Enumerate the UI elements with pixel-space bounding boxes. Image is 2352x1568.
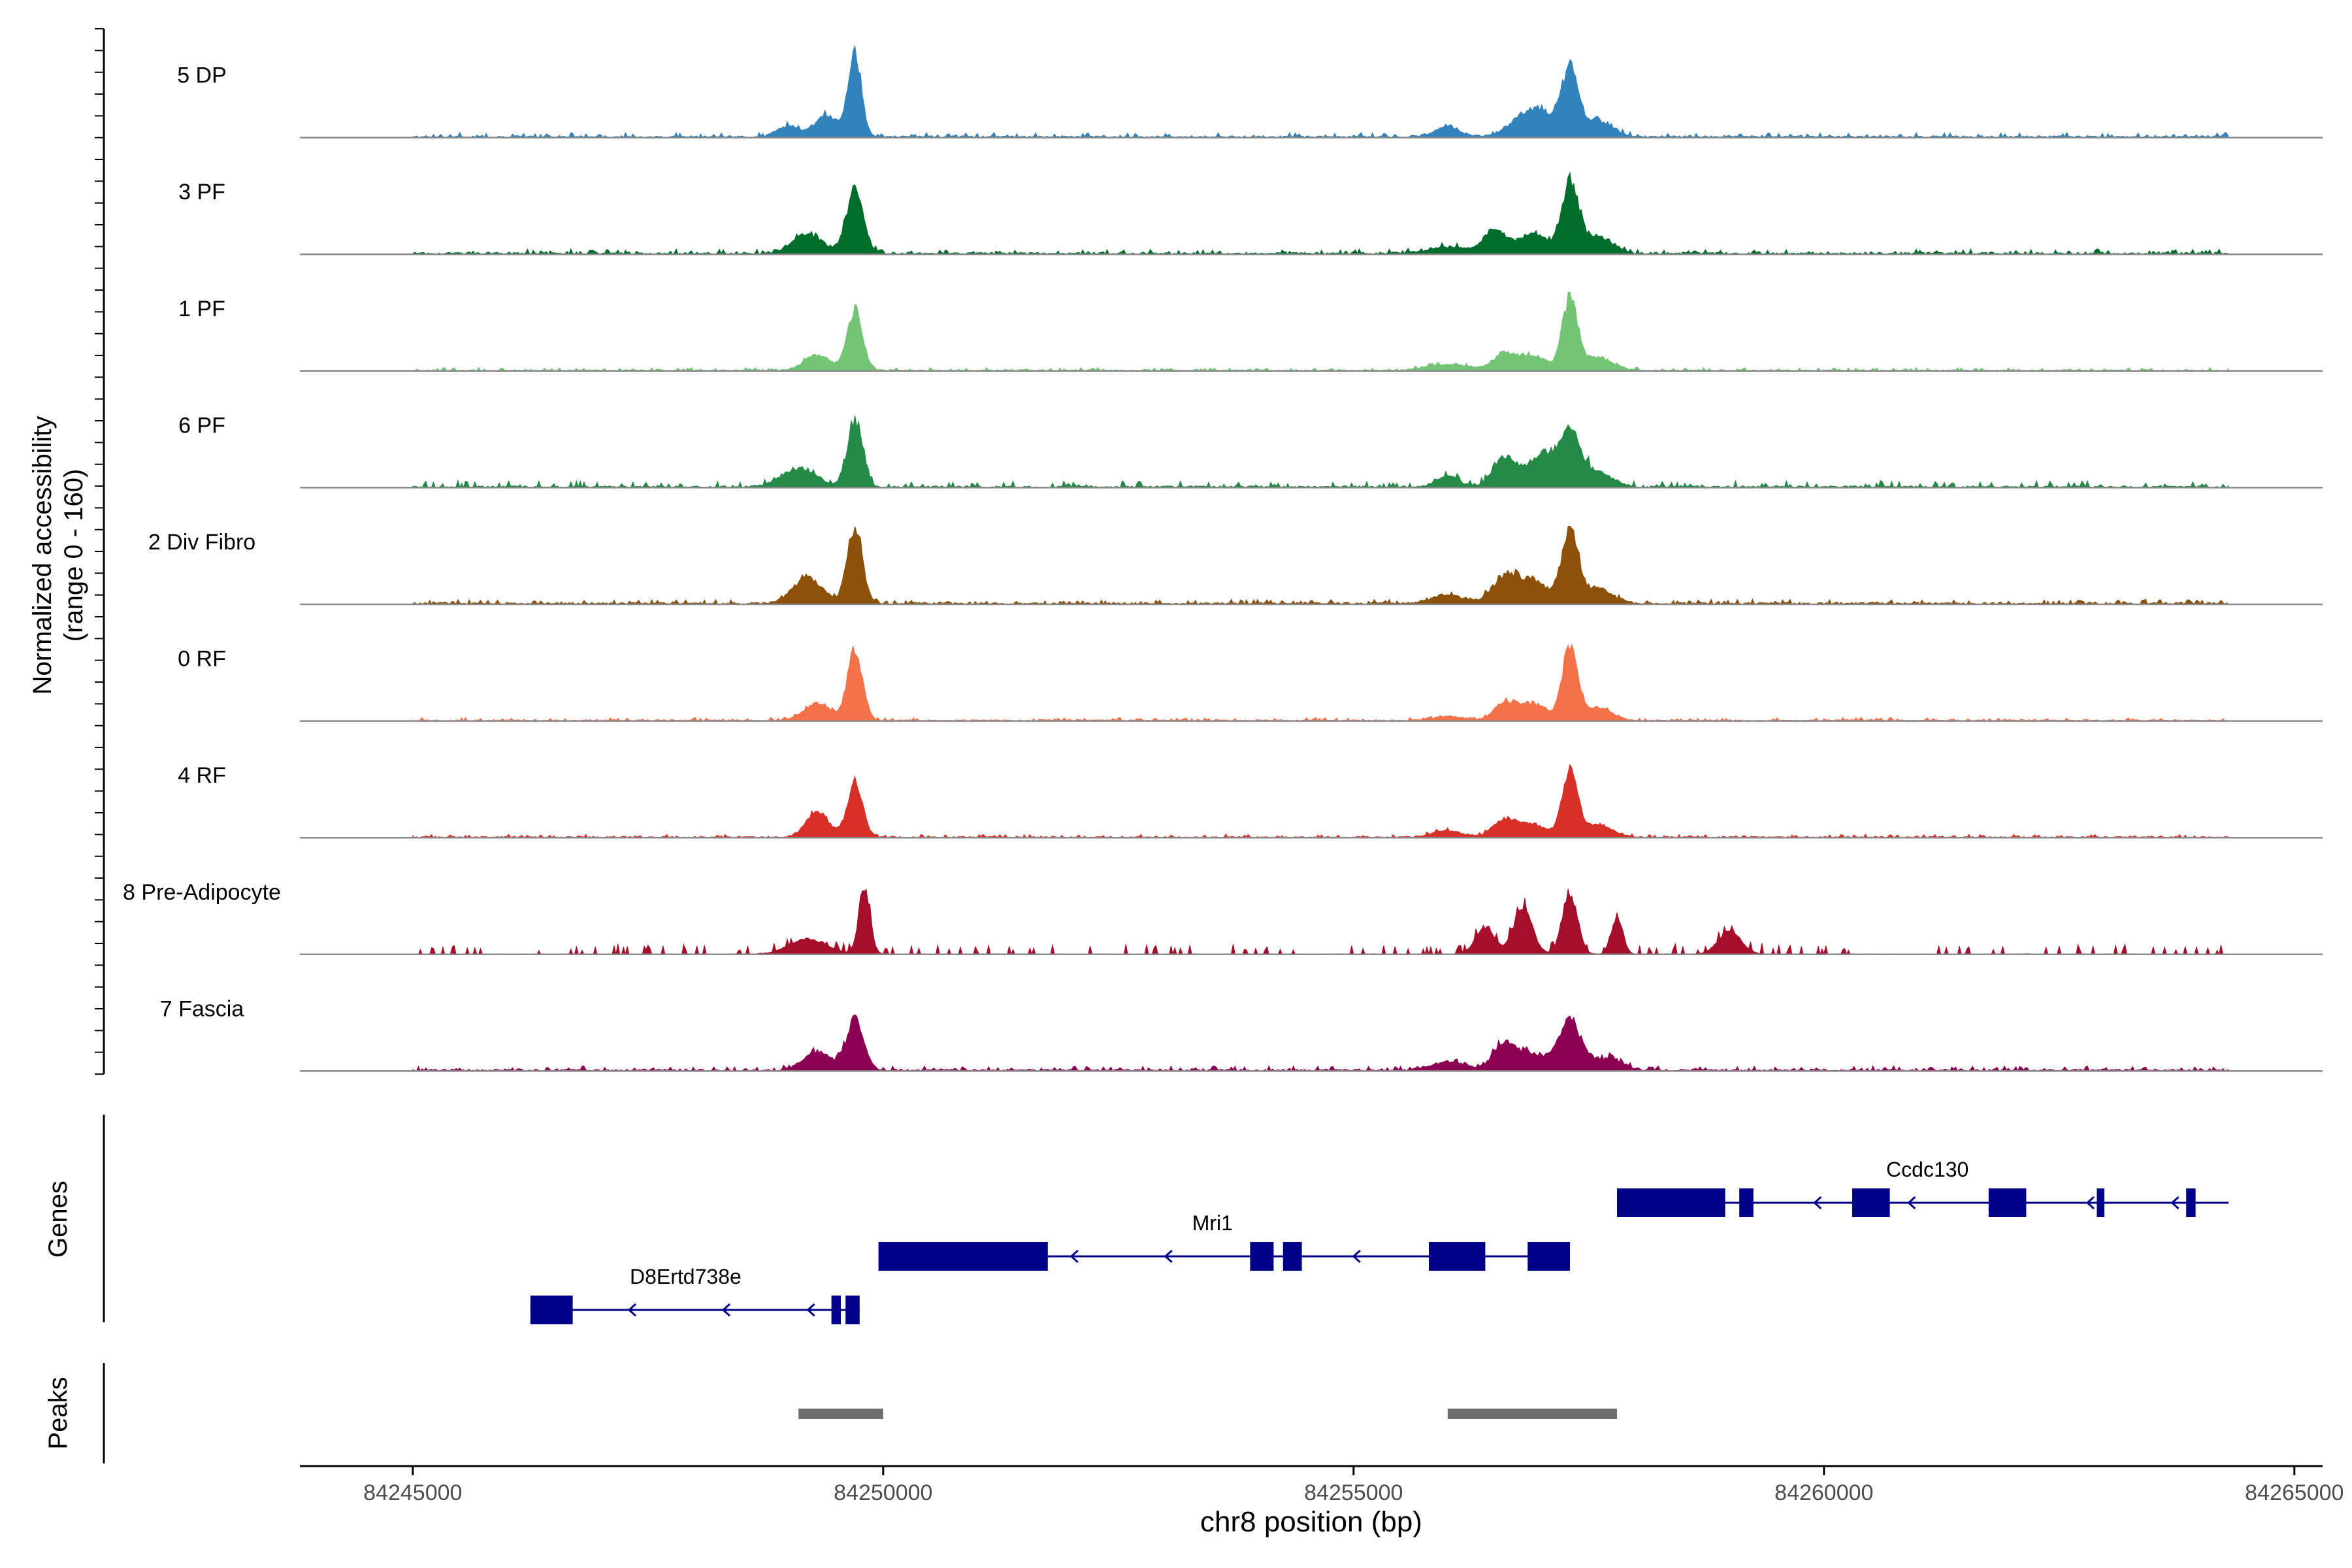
gene-exon — [1852, 1188, 1890, 1217]
track-label: 1 PF — [178, 297, 225, 321]
track-5: 2 Div Fibro — [148, 525, 2323, 606]
gene-exon — [1988, 1188, 2027, 1217]
coverage-area — [412, 525, 2229, 606]
x-axis-title: chr8 position (bp) — [1200, 1506, 1422, 1538]
x-tick-label: 84255000 — [1304, 1480, 1403, 1505]
coverage-area — [412, 1014, 2229, 1072]
gene-exon — [1250, 1242, 1274, 1271]
gene-exon — [1282, 1242, 1302, 1271]
track-label: 0 RF — [178, 647, 226, 672]
coverage-area — [412, 171, 2229, 255]
strand-arrow — [627, 1303, 637, 1317]
coverage-area — [412, 643, 2229, 722]
gene-models: Ccdc130 Mri1 D8Ertd738e — [530, 1158, 2229, 1324]
strand-arrow — [1813, 1196, 1822, 1210]
track-label: 3 PF — [178, 180, 225, 204]
peak-region — [798, 1409, 883, 1419]
gene-exon — [1617, 1188, 1725, 1217]
track-panel-axis — [95, 28, 105, 1075]
strand-arrow — [721, 1303, 731, 1317]
x-tick-label: 84260000 — [1774, 1480, 1873, 1505]
strand-arrow — [1164, 1249, 1173, 1264]
peak-region — [1447, 1409, 1617, 1419]
genes-label: Genes — [44, 1181, 73, 1258]
gene-exon — [845, 1296, 860, 1324]
peak-regions — [798, 1409, 1617, 1419]
gene-exon — [1527, 1242, 1570, 1271]
gene-exon — [1429, 1242, 1486, 1271]
track-8: 8 Pre-Adipocyte — [123, 880, 2323, 956]
track-1: 5 DP — [177, 45, 2323, 139]
track-3: 1 PF — [178, 291, 2323, 372]
strand-arrow — [2170, 1196, 2180, 1210]
track-label: 5 DP — [177, 63, 227, 88]
coverage-tracks: 5 DP 3 PF 1 PF 6 PF 2 Div Fibro 0 RF 4 RF 8 Pre… — [123, 45, 2323, 1072]
gene-exon — [831, 1296, 841, 1324]
x-axis-ticks: 84245000 84250000 84255000 84260000 84265000 — [363, 1466, 2344, 1505]
genes-panel: Genes Ccdc130 Mri1 D8Ertd738e — [44, 1115, 2229, 1324]
coverage-area — [412, 45, 2229, 139]
track-label: 6 PF — [178, 413, 225, 438]
track-7: 4 RF — [178, 763, 2323, 839]
gene-exon — [2097, 1188, 2104, 1217]
track-label: 7 Fascia — [160, 996, 244, 1021]
track-4: 6 PF — [178, 413, 2323, 489]
peaks-label: Peaks — [44, 1377, 73, 1449]
track-2: 3 PF — [178, 171, 2323, 255]
gene-label: Ccdc130 — [1886, 1158, 1968, 1181]
gene-d8ertd738e: D8Ertd738e — [530, 1265, 860, 1324]
gene-label: Mri1 — [1192, 1211, 1233, 1235]
strand-arrow — [2085, 1196, 2095, 1210]
y-axis-ticks — [95, 28, 104, 1075]
track-6: 0 RF — [178, 643, 2323, 722]
coverage-area — [412, 415, 2229, 489]
y-axis-label-line2: (range 0 - 160) — [59, 469, 88, 642]
coverage-area — [412, 291, 2229, 372]
peaks-panel: Peaks — [44, 1363, 1617, 1463]
strand-arrow — [1352, 1249, 1361, 1264]
gene-exon — [530, 1296, 573, 1324]
track-9: 7 Fascia — [160, 996, 2323, 1072]
coverage-area — [412, 889, 2229, 956]
gene-mri1: Mri1 — [878, 1211, 1570, 1271]
strand-arrow — [1907, 1196, 1916, 1210]
gene-label: D8Ertd738e — [630, 1265, 742, 1288]
x-tick-label: 84265000 — [2245, 1480, 2344, 1505]
gene-ccdc130: Ccdc130 — [1617, 1158, 2229, 1217]
gene-exon — [1739, 1188, 1754, 1217]
strand-arrow — [806, 1303, 815, 1317]
coverage-area — [412, 763, 2229, 838]
y-axis-label-line1: Normalized accessibility — [28, 416, 57, 695]
x-axis: 84245000 84250000 84255000 84260000 84265000… — [300, 1465, 2344, 1538]
track-label: 2 Div Fibro — [148, 530, 255, 555]
x-tick-label: 84250000 — [834, 1480, 932, 1505]
track-label: 8 Pre-Adipocyte — [123, 880, 281, 905]
strand-arrow — [1070, 1249, 1079, 1264]
x-tick-label: 84245000 — [363, 1480, 462, 1505]
gene-exon — [878, 1242, 1048, 1271]
track-label: 4 RF — [178, 763, 226, 788]
gene-exon — [2186, 1188, 2196, 1217]
